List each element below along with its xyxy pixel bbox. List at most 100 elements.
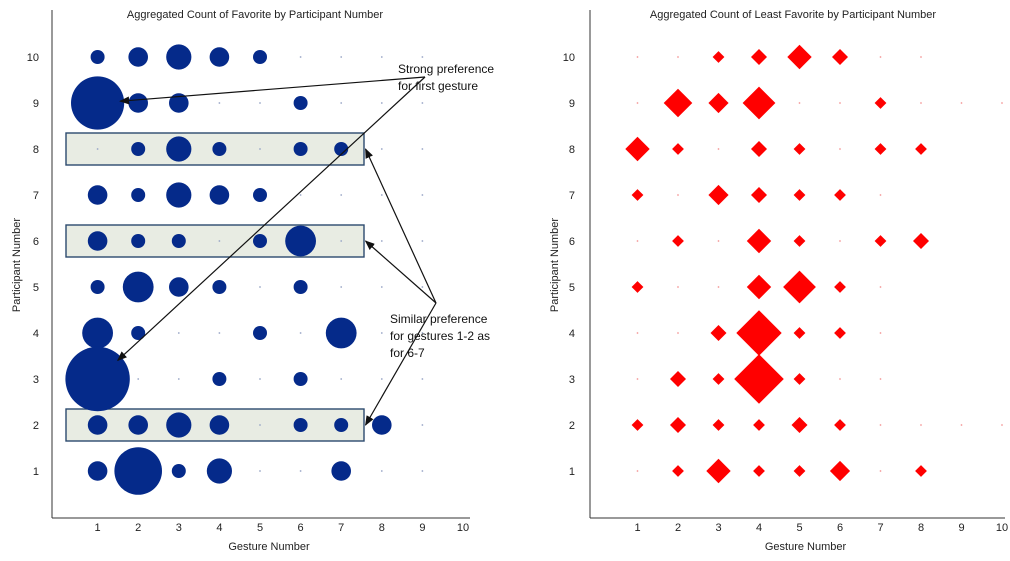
data-point (87, 415, 108, 435)
x-tick-label: 3 (176, 522, 182, 534)
data-point (131, 326, 146, 340)
data-point (879, 423, 882, 427)
data-point (299, 194, 302, 196)
data-point (218, 240, 221, 242)
data-point (128, 93, 148, 113)
data-point (879, 193, 882, 197)
data-point (874, 97, 887, 109)
data-point (746, 274, 772, 300)
data-point (915, 143, 927, 155)
data-point (137, 378, 140, 380)
data-point (793, 143, 806, 155)
data-point (340, 56, 343, 58)
data-point (625, 136, 650, 162)
data-point (829, 460, 851, 482)
data-point (177, 332, 180, 334)
data-point (299, 56, 302, 58)
data-point (259, 470, 261, 472)
data-point (253, 188, 267, 202)
data-point (380, 102, 383, 104)
data-point (676, 193, 680, 197)
data-point (832, 49, 848, 65)
annotation-arrow (365, 302, 437, 426)
y-tick-label: 5 (33, 282, 39, 294)
data-point (838, 377, 842, 381)
x-tick-label: 8 (379, 522, 385, 534)
data-point (334, 142, 349, 156)
data-point (874, 235, 887, 247)
data-point (960, 101, 963, 105)
y-tick-label: 6 (569, 236, 575, 248)
annotation-text: for first gesture (398, 79, 478, 93)
chart-title: Aggregated Count of Least Favorite by Pa… (650, 9, 936, 21)
data-point (751, 49, 767, 65)
data-point (791, 417, 808, 433)
data-point (372, 415, 392, 435)
data-point (631, 419, 644, 431)
data-point (293, 280, 308, 294)
x-tick-label: 10 (996, 522, 1008, 534)
data-point (919, 423, 923, 427)
data-point (834, 419, 846, 431)
data-point (96, 148, 99, 150)
data-point (421, 102, 424, 104)
y-tick-label: 3 (33, 374, 39, 386)
data-point (166, 136, 192, 162)
data-point (90, 50, 105, 64)
y-tick-label: 4 (569, 328, 575, 340)
data-point (340, 102, 343, 104)
y-tick-label: 3 (569, 374, 575, 386)
y-tick-label: 10 (27, 52, 39, 64)
data-point (212, 280, 227, 294)
data-point (734, 354, 784, 404)
data-point (209, 185, 230, 205)
data-point (708, 184, 729, 206)
data-point (87, 461, 108, 481)
data-point (636, 331, 639, 335)
data-point (380, 286, 383, 288)
highlight-row-6 (65, 224, 365, 258)
data-point (717, 147, 720, 151)
data-point (253, 326, 267, 340)
data-point (631, 281, 644, 293)
y-tick-label: 5 (569, 282, 575, 294)
data-point (717, 239, 720, 243)
data-point (218, 332, 221, 334)
data-point (751, 187, 767, 203)
least-favorite-chart: Aggregated Count of Least Favorite by Pa… (549, 9, 1008, 553)
data-point (285, 225, 316, 257)
x-tick-label: 9 (958, 522, 964, 534)
data-point (209, 47, 230, 67)
data-point (128, 47, 148, 67)
data-point (636, 55, 639, 59)
data-point (783, 270, 816, 304)
y-tick-label: 1 (569, 466, 575, 478)
data-point (166, 412, 192, 438)
data-point (636, 377, 639, 381)
data-point (325, 317, 357, 349)
data-point (421, 194, 424, 196)
data-point (218, 102, 221, 104)
data-point (171, 234, 186, 248)
data-point (259, 102, 261, 104)
data-point (879, 55, 882, 59)
data-point (299, 332, 302, 334)
data-point (1000, 423, 1004, 427)
data-point (798, 101, 801, 105)
annotation-text: Similar preference (390, 312, 488, 326)
x-tick-label: 4 (216, 522, 222, 534)
data-point (206, 458, 232, 484)
data-point (169, 93, 189, 113)
data-point (712, 51, 725, 63)
data-point (834, 281, 846, 293)
data-point (380, 194, 383, 196)
data-point (838, 147, 842, 151)
y-tick-label: 9 (33, 98, 39, 110)
annotation-arrow (116, 76, 426, 362)
data-point (340, 286, 343, 288)
data-point (331, 461, 352, 481)
y-tick-label: 8 (569, 144, 575, 156)
data-point (114, 447, 162, 495)
